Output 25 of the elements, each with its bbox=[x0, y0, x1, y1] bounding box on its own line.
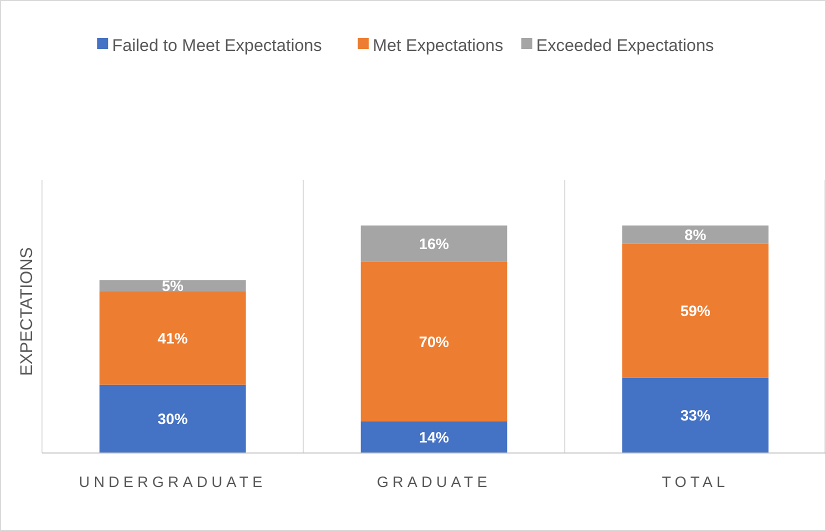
bar bbox=[622, 378, 769, 453]
legend-label: Failed to Meet Expectations bbox=[112, 36, 322, 55]
bar bbox=[360, 226, 508, 262]
bar bbox=[622, 244, 769, 378]
bar bbox=[360, 421, 508, 453]
bar bbox=[99, 384, 246, 453]
data-label: 41% bbox=[158, 330, 188, 348]
data-label: 14% bbox=[418, 429, 450, 446]
bar bbox=[622, 226, 769, 244]
data-label: 16% bbox=[418, 236, 450, 253]
x-tick-label: UNDERGRADUATE bbox=[78, 474, 266, 491]
data-label: 59% bbox=[680, 303, 710, 320]
x-tick-label: GRADUATE bbox=[376, 474, 492, 491]
bar bbox=[360, 262, 508, 422]
data-label: 33% bbox=[680, 408, 710, 425]
legend-label: Met Expectations bbox=[372, 36, 504, 55]
data-label: 5% bbox=[162, 278, 184, 296]
data-label: 70% bbox=[418, 334, 450, 351]
y-axis-title: EXPECTATIONS bbox=[17, 247, 36, 376]
bar bbox=[99, 291, 246, 385]
bar bbox=[99, 280, 246, 292]
legend-label: Exceeded Expectations bbox=[536, 36, 714, 55]
data-label: 8% bbox=[684, 226, 706, 244]
data-label: 30% bbox=[158, 411, 188, 428]
x-tick-label: TOTAL bbox=[662, 474, 729, 491]
